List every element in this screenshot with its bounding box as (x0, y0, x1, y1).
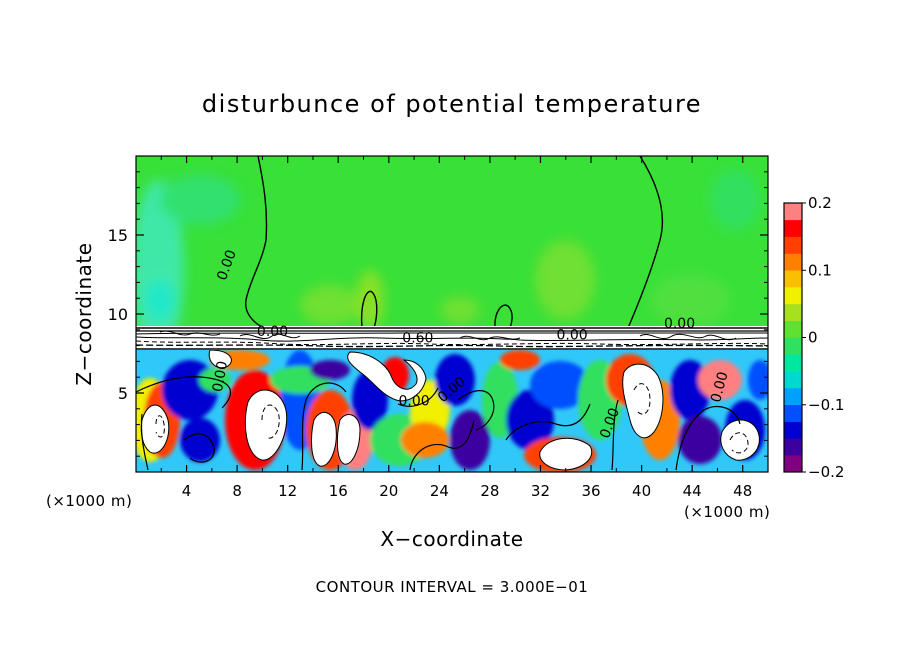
colorbar-segment (784, 371, 802, 389)
colorbar-tick-label: 0.2 (808, 194, 832, 212)
y-tick-label-5: 5 (118, 384, 128, 403)
colorbar-tick-label: 0.1 (808, 261, 832, 279)
colorbar-segment (784, 320, 802, 338)
x-tick-label-44: 44 (683, 482, 702, 500)
x-tick-label-24: 24 (430, 482, 449, 500)
lower-field-structures (136, 350, 768, 472)
lower-dashed-contours (155, 383, 749, 454)
colorbar-segment (784, 387, 802, 406)
plot-area: 0.000.000.000.600.00 0.000.000.000.000.00 (136, 156, 768, 472)
x-axis-title: X−coordinate (380, 527, 523, 551)
contour-label: 0.00 (556, 327, 587, 343)
contour-label: 0.00 (398, 394, 429, 410)
x-tick-label-12: 12 (278, 482, 297, 500)
colorbar-segment (784, 303, 802, 321)
colorbar-segment (784, 253, 802, 271)
colorbar-segment (784, 455, 802, 473)
x-axis: 4 8 12 16 20 24 28 32 36 40 44 48 (160, 156, 752, 500)
x-tick-label-20: 20 (379, 482, 398, 500)
y-axis-title: Z−coordinate (72, 242, 96, 385)
colorbar-segment (784, 270, 802, 288)
colorbar-segment (784, 287, 802, 305)
contour-upper-blob-1 (360, 290, 378, 329)
contour-interval-note: CONTOUR INTERVAL = 3.000E−01 (316, 578, 589, 596)
x-tick-label-28: 28 (480, 482, 499, 500)
x-tick-label-48: 48 (733, 482, 752, 500)
colorbar-segment (784, 421, 802, 439)
colorbar-tick-label: −0.2 (808, 463, 844, 481)
colorbar-tick-label: −0.1 (808, 396, 844, 414)
contour-label: 0.00 (664, 316, 695, 332)
x-tick-label-36: 36 (581, 482, 600, 500)
lower-contours (136, 376, 741, 471)
x-unit-left: (×1000 m) (46, 492, 132, 510)
colorbar-segment (784, 438, 802, 456)
contour-upper-left (245, 156, 268, 329)
contour-label: 0.60 (402, 330, 433, 346)
colorbar-segment (784, 404, 802, 422)
chart-title: disturbunce of potential temperature (202, 90, 702, 118)
contour-upper-right (627, 156, 664, 329)
contour-label: 0.00 (708, 370, 732, 404)
colorbar-segment (784, 219, 802, 237)
x-tick-label-8: 8 (232, 482, 242, 500)
x-unit-right: (×1000 m) (684, 503, 770, 521)
colorbar-segment (784, 203, 802, 221)
lower-white-regions (140, 349, 760, 471)
x-tick-label-16: 16 (329, 482, 348, 500)
inversion-contours (136, 327, 768, 350)
y-tick-label-15: 15 (108, 226, 128, 245)
colorbar: 0.2 0.1 0 −0.1 −0.2 (783, 194, 844, 481)
colorbar-segment (784, 236, 802, 254)
y-tick-label-10: 10 (108, 305, 128, 324)
x-tick-label-4: 4 (182, 482, 192, 500)
colorbar-tick-label: 0 (808, 329, 818, 347)
contour-label: 0.00 (257, 324, 288, 340)
colorbar-segment (784, 337, 802, 355)
x-tick-label-40: 40 (632, 482, 651, 500)
contour-label: 0.00 (210, 360, 231, 393)
contour-upper-blob-2 (494, 304, 513, 329)
y-axis: 5 10 15 (108, 171, 768, 457)
colorbar-segment (784, 354, 802, 372)
x-tick-label-32: 32 (531, 482, 550, 500)
